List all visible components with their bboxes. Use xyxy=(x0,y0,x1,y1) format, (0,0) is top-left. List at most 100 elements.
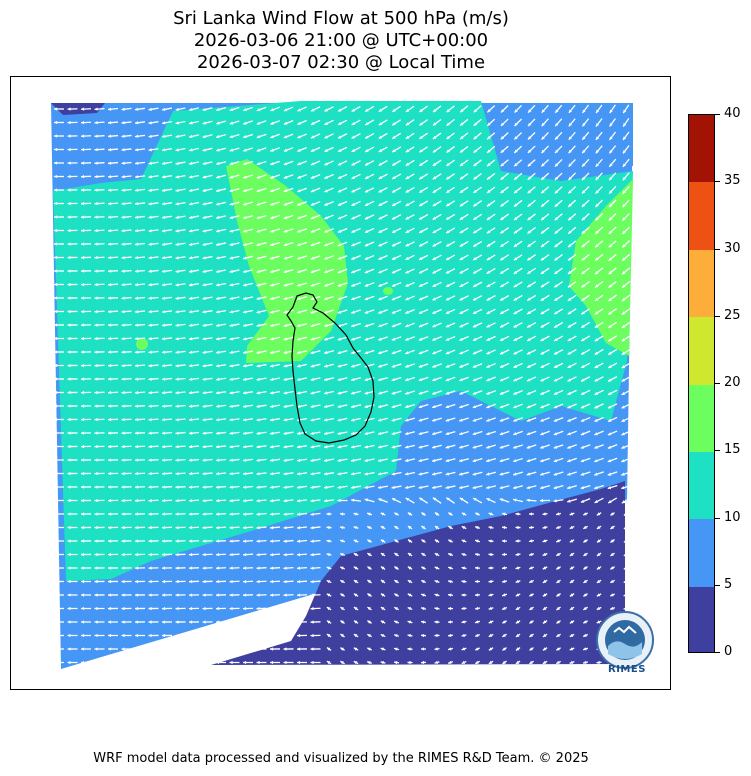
wind-vector-head xyxy=(189,283,193,287)
wind-vector-head xyxy=(486,378,490,382)
wind-vector-head xyxy=(407,660,411,665)
wind-vector-head xyxy=(216,107,220,112)
wind-vector-head xyxy=(283,283,288,287)
wind-vector-head xyxy=(567,297,572,301)
wind-vector-head xyxy=(297,121,301,125)
wind-vector-head xyxy=(189,552,193,557)
wind-vector-head xyxy=(189,377,193,381)
wind-vector-head xyxy=(568,163,572,167)
wind-vector-head xyxy=(148,107,152,111)
wind-vector-head xyxy=(162,121,166,125)
wind-vector-head xyxy=(448,553,452,557)
wind-vector-head xyxy=(540,405,544,409)
wind-vector-head xyxy=(189,310,193,314)
wind-vector-head xyxy=(473,216,477,220)
wind-vector-head xyxy=(542,579,547,583)
wind-vector-head xyxy=(514,122,518,127)
wind-vector-head xyxy=(364,243,369,247)
wind-vector-head xyxy=(81,255,85,260)
wind-vector-head xyxy=(473,109,478,113)
wind-vector-head xyxy=(81,201,85,206)
wind-vector-head xyxy=(608,364,612,368)
wind-vector-head xyxy=(162,620,166,624)
wind-vector-head xyxy=(337,202,342,206)
wind-vector-head xyxy=(256,404,260,408)
wind-vector-head xyxy=(392,122,396,126)
wind-vector-head xyxy=(270,485,274,489)
wind-vector-head xyxy=(378,256,382,260)
wind-vector-head xyxy=(94,242,98,246)
wind-vector-head xyxy=(502,566,506,570)
wind-vector-head xyxy=(448,580,452,584)
wind-vector-head xyxy=(513,257,518,261)
wind-vector-head xyxy=(337,337,342,341)
wind-vector-head xyxy=(514,203,518,207)
wind-vector-head xyxy=(175,310,179,314)
wind-vector-head xyxy=(297,620,301,624)
wind-vector-head xyxy=(162,552,166,557)
wind-vector-head xyxy=(527,163,532,167)
wind-vector-head xyxy=(405,216,410,220)
wind-vector-head xyxy=(610,566,614,570)
wind-vector-head xyxy=(270,512,274,516)
wind-vector-head xyxy=(229,107,234,112)
wind-vector-head xyxy=(81,336,85,341)
wind-vector-head xyxy=(459,378,463,382)
wind-vector-head xyxy=(121,309,125,314)
wind-vector-head xyxy=(229,593,233,597)
wind-vector-head xyxy=(556,633,560,637)
wind-vector-head xyxy=(448,633,452,638)
wind-vector-head xyxy=(310,418,314,422)
wind-vector-head xyxy=(391,391,396,395)
wind-vector-head xyxy=(121,485,125,489)
wind-vector-head xyxy=(351,283,355,287)
wind-vector-head xyxy=(108,336,112,341)
wind-vector-head xyxy=(256,539,260,543)
wind-vector-head xyxy=(243,633,247,638)
wind-vector-head xyxy=(310,364,315,368)
wind-vector-head xyxy=(324,189,328,193)
wind-vector-head xyxy=(351,377,355,382)
wind-vector-head xyxy=(148,337,152,341)
wind-vector-head xyxy=(135,134,139,138)
wind-vector-head xyxy=(121,336,125,341)
wind-vector-head xyxy=(340,593,344,597)
wind-vector-head xyxy=(391,485,395,490)
wind-vector-head xyxy=(407,607,412,611)
wind-vector-head xyxy=(515,647,520,651)
wind-vector-head xyxy=(297,135,301,139)
wind-vector-head xyxy=(148,566,152,570)
wind-vector-head xyxy=(581,270,585,275)
wind-vector-head xyxy=(216,269,220,274)
wind-vector-head xyxy=(326,525,330,530)
wind-vector-head xyxy=(391,270,396,274)
wind-vector-head xyxy=(526,472,531,476)
wind-vector-head xyxy=(378,377,382,382)
wind-vector-head xyxy=(67,228,71,233)
wind-vector-head xyxy=(446,149,450,153)
wind-vector-head xyxy=(216,647,220,651)
wind-vector-head xyxy=(394,647,398,651)
wind-vector-head xyxy=(270,552,274,557)
wind-vector-head xyxy=(568,230,572,234)
wind-vector-head xyxy=(488,593,492,597)
wind-vector-head xyxy=(310,458,314,462)
wind-vector-head xyxy=(108,282,112,287)
wind-vector-head xyxy=(54,215,58,219)
wind-vector-head xyxy=(378,485,382,489)
wind-vector-head xyxy=(243,161,247,166)
wind-vector-head xyxy=(81,390,85,395)
wind-vector-head xyxy=(419,149,423,153)
wind-vector-head xyxy=(283,296,288,301)
wind-vector-head xyxy=(432,216,437,220)
wind-vector-head xyxy=(108,606,112,611)
wind-vector-head xyxy=(81,377,85,381)
wind-vector-head xyxy=(283,108,288,112)
wind-vector-head xyxy=(162,647,166,651)
wind-vector-head xyxy=(202,512,206,516)
wind-vector-head xyxy=(67,498,71,503)
wind-vector-head xyxy=(378,122,383,126)
wind-vector-head xyxy=(162,485,166,489)
wind-vector-head xyxy=(283,135,288,139)
wind-vector-head xyxy=(540,270,545,274)
